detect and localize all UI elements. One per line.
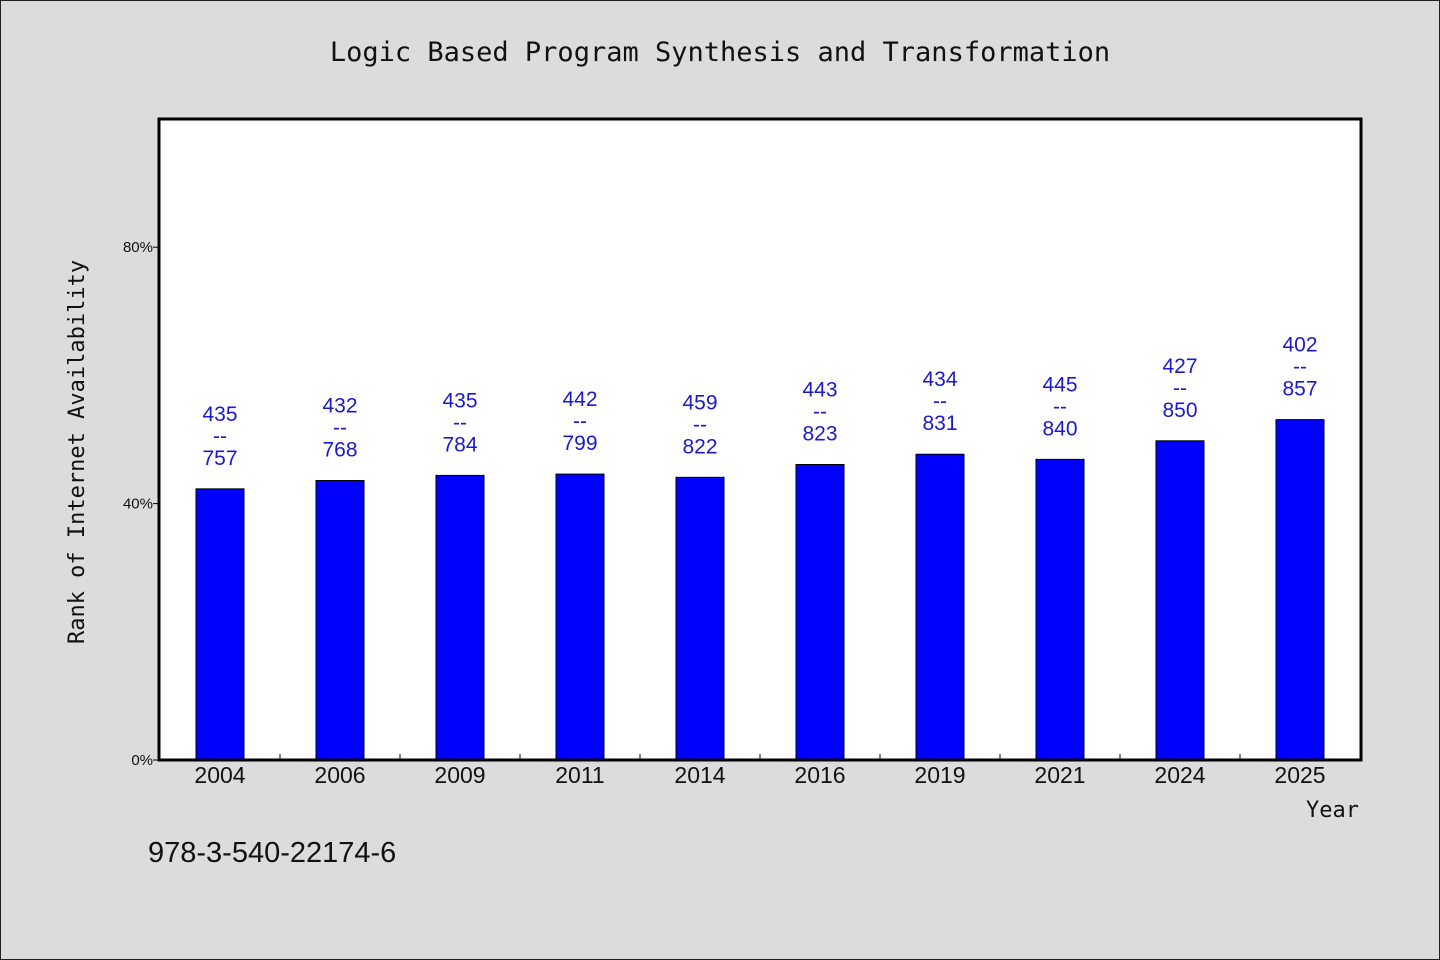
x-tick-label: 2019 xyxy=(914,762,965,788)
x-tick-label: 2006 xyxy=(314,762,365,788)
bar-data-label: -- xyxy=(813,400,827,423)
bar-data-label: 435 xyxy=(202,403,237,426)
x-tick-label: 2024 xyxy=(1154,762,1205,788)
bar-data-label: -- xyxy=(1173,377,1187,400)
bar xyxy=(435,474,485,761)
x-tick-label: 2014 xyxy=(674,762,725,788)
bar-data-label: 850 xyxy=(1162,399,1197,422)
bar-data-label: 757 xyxy=(202,447,237,470)
x-tick-label: 2025 xyxy=(1274,762,1325,788)
bar-data-label: 857 xyxy=(1282,378,1317,401)
x-tick-label: 2016 xyxy=(794,762,845,788)
x-tick-label: 2009 xyxy=(434,762,485,788)
chart-title: Logic Based Program Synthesis and Transf… xyxy=(330,37,1110,68)
bar-data-label: -- xyxy=(1053,395,1067,418)
plot-border xyxy=(157,117,1363,762)
bar xyxy=(195,488,245,761)
bar-data-label: 432 xyxy=(322,395,357,418)
bar-data-label: -- xyxy=(453,411,467,434)
x-tick-label: 2021 xyxy=(1034,762,1085,788)
bar xyxy=(555,473,605,761)
x-axis-label: Year xyxy=(1306,798,1359,823)
bar-data-label: -- xyxy=(573,410,587,433)
bar xyxy=(795,463,845,761)
bar-data-label: 840 xyxy=(1042,417,1077,440)
bar-data-label: 435 xyxy=(442,389,477,412)
bar-data-label: 443 xyxy=(802,378,837,401)
bar-data-label: 823 xyxy=(802,422,837,445)
bar xyxy=(1035,458,1085,761)
isbn-footnote: 978-3-540-22174-6 xyxy=(148,837,396,869)
bar-data-label: -- xyxy=(1293,356,1307,379)
bar xyxy=(915,453,965,761)
bar-data-label: 784 xyxy=(442,433,477,456)
x-tick-label: 2011 xyxy=(555,762,604,788)
bar-data-label: -- xyxy=(333,417,347,440)
bar-data-label: 799 xyxy=(562,432,597,455)
y-tick-label: 0% xyxy=(131,752,153,769)
x-tick-label: 2004 xyxy=(194,762,245,788)
bar-data-label: 831 xyxy=(922,412,957,435)
bar-data-label: 442 xyxy=(562,388,597,411)
y-tick-label: 40% xyxy=(123,496,153,513)
bar xyxy=(675,476,725,761)
bar-data-label: 427 xyxy=(1162,355,1197,378)
bar xyxy=(1155,440,1205,761)
data-labels: 435--757432--768435--784442--799459--822… xyxy=(202,334,1317,470)
bar-data-label: -- xyxy=(933,390,947,413)
bar xyxy=(315,480,365,761)
y-axis-label: Rank of Internet Availability xyxy=(65,260,90,644)
bar-data-label: -- xyxy=(693,413,707,436)
bar-data-label: 402 xyxy=(1282,334,1317,357)
bar-data-label: -- xyxy=(213,425,227,448)
bar-data-label: 434 xyxy=(922,368,957,391)
y-tick-label: 80% xyxy=(123,239,153,256)
bar-data-label: 822 xyxy=(682,435,717,458)
bar xyxy=(1275,419,1325,761)
axis-ticks: 0% 40% 80% 2004 2006 2009 2011 2014 2016 2019 2021… xyxy=(123,239,1326,788)
bar-data-label: 768 xyxy=(322,439,357,462)
bars xyxy=(195,419,1325,761)
bar-data-label: 459 xyxy=(682,391,717,414)
bar-data-label: 445 xyxy=(1042,373,1077,396)
